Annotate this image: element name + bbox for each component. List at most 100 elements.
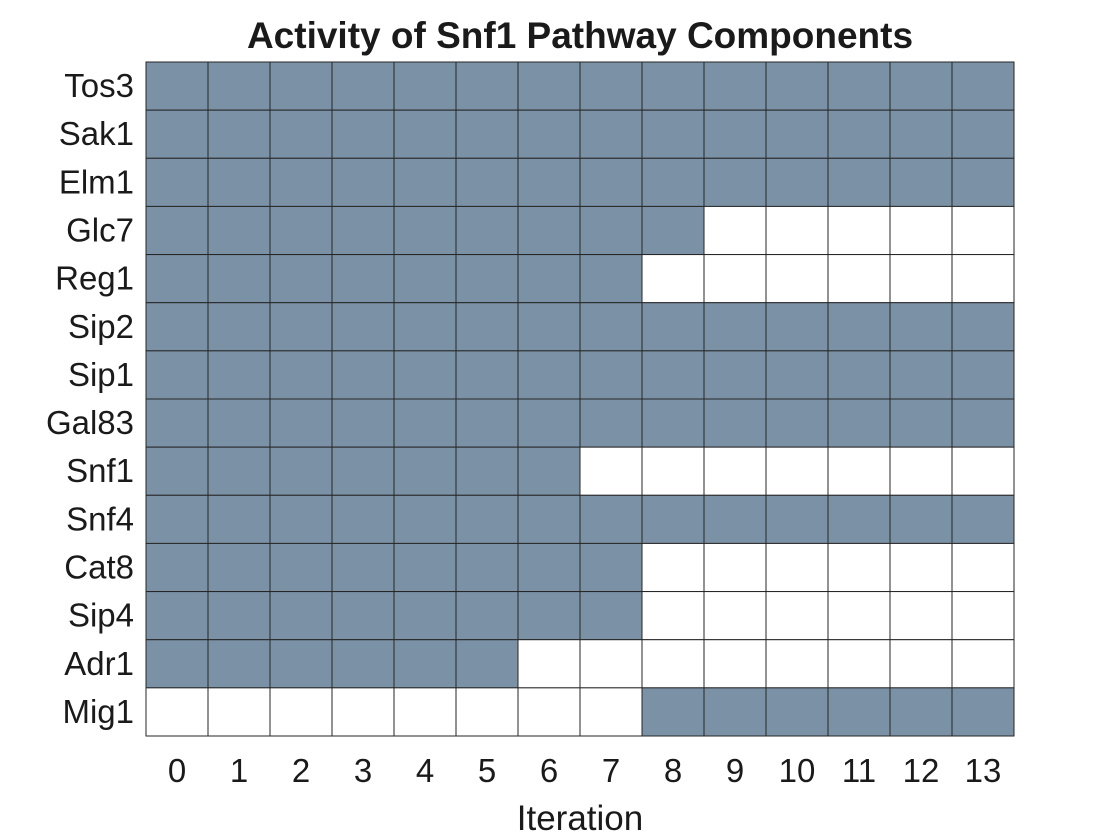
heatmap-cell-glc7-11	[827, 205, 891, 256]
heatmap-cell-snf4-6	[517, 494, 581, 544]
heatmap-cell-sip4-7	[579, 591, 643, 641]
heatmap-cell-cat8-6	[517, 542, 581, 593]
heatmap-cell-reg1-4	[393, 254, 457, 304]
heatmap-cell-sip4-8	[641, 591, 705, 641]
heatmap-cell-mig1-9	[703, 687, 767, 737]
heatmap-cell-mig1-10	[765, 687, 829, 737]
heatmap-cell-elm1-4	[393, 157, 457, 207]
heatmap-cell-elm1-13	[951, 157, 1015, 207]
heatmap-cell-mig1-12	[889, 687, 953, 737]
heatmap-cell-gal83-6	[517, 398, 581, 448]
heatmap-cell-snf1-5	[455, 446, 519, 496]
heatmap-cell-reg1-3	[331, 254, 395, 304]
heatmap-cell-snf4-3	[331, 494, 395, 544]
heatmap-cell-snf4-4	[393, 494, 457, 544]
heatmap-cell-cat8-13	[951, 542, 1015, 593]
heatmap-cell-reg1-10	[765, 254, 829, 304]
heatmap-cell-cat8-2	[269, 542, 333, 593]
heatmap-cell-snf4-8	[641, 494, 705, 544]
heatmap-cell-sak1-1	[207, 109, 271, 159]
heatmap-cell-gal83-9	[703, 398, 767, 448]
heatmap-cell-cat8-7	[579, 542, 643, 593]
heatmap-cell-cat8-0	[145, 542, 209, 593]
heatmap-cell-cat8-9	[703, 542, 767, 593]
column-label-3: 3	[354, 752, 372, 789]
heatmap-cell-snf1-4	[393, 446, 457, 496]
heatmap-cell-snf1-9	[703, 446, 767, 496]
heatmap-cell-sip1-9	[703, 350, 767, 400]
heatmap-cell-gal83-5	[455, 398, 519, 448]
heatmap-cell-sak1-7	[579, 109, 643, 159]
column-label-0: 0	[168, 752, 186, 789]
heatmap-cell-adr1-12	[889, 639, 953, 689]
heatmap-cell-snf1-10	[765, 446, 829, 496]
column-labels: 0 1 2 3 4 5 6 7 8 9 10 11 12 13	[168, 752, 1002, 789]
heatmap-cell-tos3-6	[517, 61, 581, 111]
column-label-6: 6	[540, 752, 558, 789]
heatmap-cell-mig1-0	[145, 687, 209, 737]
heatmap-cell-snf1-11	[827, 446, 891, 496]
row-label-snf1: Snf1	[66, 452, 134, 489]
heatmap-cells	[145, 61, 1015, 737]
heatmap-cell-snf1-1	[207, 446, 271, 496]
chart-title: Activity of Snf1 Pathway Components	[247, 15, 913, 56]
heatmap-cell-sip1-2	[269, 350, 333, 400]
heatmap-cell-gal83-7	[579, 398, 643, 448]
column-label-11: 11	[842, 752, 876, 789]
heatmap-cell-sip2-8	[641, 302, 705, 352]
heatmap-cell-snf4-5	[455, 494, 519, 544]
heatmap-cell-sip4-4	[393, 591, 457, 641]
heatmap-cell-tos3-4	[393, 61, 457, 111]
heatmap-cell-reg1-1	[207, 254, 271, 304]
heatmap-cell-elm1-7	[579, 157, 643, 207]
heatmap-cell-mig1-7	[579, 687, 643, 737]
heatmap-cell-tos3-1	[207, 61, 271, 111]
heatmap-cell-adr1-7	[579, 639, 643, 689]
heatmap-cell-snf4-11	[827, 494, 891, 544]
heatmap-cell-sip4-0	[145, 591, 209, 641]
heatmap-cell-sip2-6	[517, 302, 581, 352]
heatmap-cell-sip2-5	[455, 302, 519, 352]
heatmap-cell-reg1-9	[703, 254, 767, 304]
heatmap-cell-cat8-12	[889, 542, 953, 593]
heatmap-cell-elm1-3	[331, 157, 395, 207]
heatmap-cell-adr1-2	[269, 639, 333, 689]
heatmap-cell-elm1-9	[703, 157, 767, 207]
heatmap-cell-sip2-3	[331, 302, 395, 352]
heatmap-cell-glc7-13	[951, 205, 1015, 256]
heatmap-cell-adr1-3	[331, 639, 395, 689]
heatmap-cell-mig1-3	[331, 687, 395, 737]
row-label-reg1: Reg1	[55, 260, 134, 297]
heatmap-cell-gal83-2	[269, 398, 333, 448]
row-label-glc7: Glc7	[66, 212, 134, 249]
heatmap-cell-snf1-13	[951, 446, 1015, 496]
heatmap-cell-tos3-12	[889, 61, 953, 111]
heatmap-cell-sak1-5	[455, 109, 519, 159]
heatmap-cell-elm1-6	[517, 157, 581, 207]
heatmap-cell-tos3-11	[827, 61, 891, 111]
heatmap-cell-tos3-5	[455, 61, 519, 111]
heatmap-cell-glc7-3	[331, 205, 395, 256]
heatmap-cell-cat8-11	[827, 542, 891, 593]
heatmap-cell-gal83-11	[827, 398, 891, 448]
heatmap-cell-sip4-10	[765, 591, 829, 641]
heatmap-cell-glc7-9	[703, 205, 767, 256]
heatmap-cell-snf1-2	[269, 446, 333, 496]
heatmap-cell-sip4-5	[455, 591, 519, 641]
heatmap-cell-adr1-4	[393, 639, 457, 689]
heatmap-cell-sak1-4	[393, 109, 457, 159]
heatmap-cell-sip1-11	[827, 350, 891, 400]
heatmap-cell-sip2-13	[951, 302, 1015, 352]
heatmap-cell-sip2-11	[827, 302, 891, 352]
heatmap-cell-sip2-0	[145, 302, 209, 352]
heatmap-cell-sip1-1	[207, 350, 271, 400]
heatmap-cell-elm1-1	[207, 157, 271, 207]
row-label-adr1: Adr1	[64, 645, 134, 682]
row-label-elm1: Elm1	[59, 163, 134, 200]
heatmap-cell-reg1-6	[517, 254, 581, 304]
heatmap-cell-glc7-12	[889, 205, 953, 256]
row-label-gal83: Gal83	[46, 404, 134, 441]
heatmap-cell-mig1-1	[207, 687, 271, 737]
heatmap-cell-mig1-6	[517, 687, 581, 737]
